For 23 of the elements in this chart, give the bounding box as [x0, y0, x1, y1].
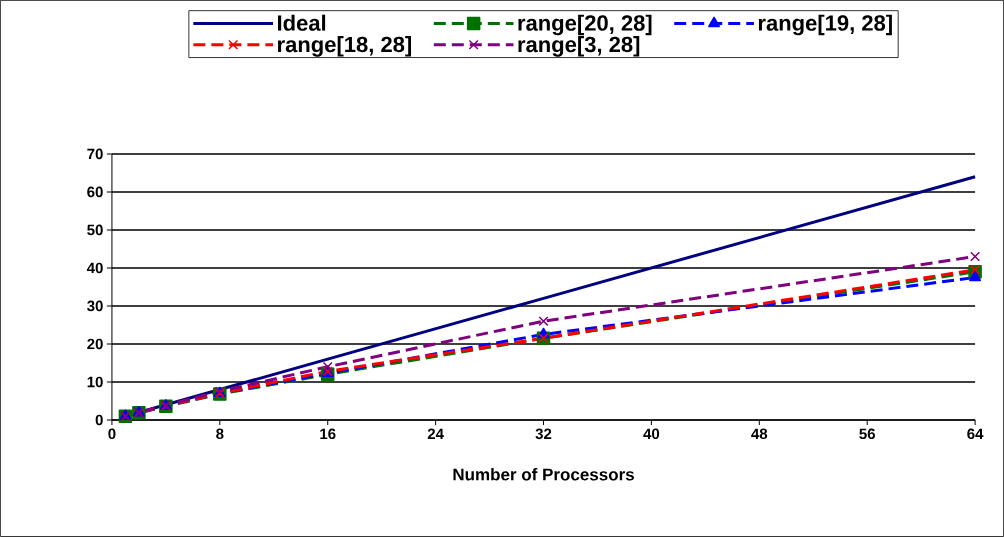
x-tick-label: 32 — [535, 428, 552, 440]
legend-label: Ideal — [278, 14, 326, 31]
legend-label: range[20, 28] — [518, 14, 652, 36]
y-tick-label: 10 — [87, 376, 103, 388]
y-tick-label: 50 — [87, 224, 103, 236]
x-tick-label: 40 — [643, 428, 660, 440]
legend-label: range[18, 28] — [277, 36, 412, 57]
y-tick-label: 70 — [87, 148, 103, 160]
x-axis-title: Number of Processors — [453, 468, 634, 481]
y-tick-label: 30 — [87, 300, 103, 312]
x-tick-label: 48 — [751, 428, 768, 440]
x-tick-label: 16 — [320, 428, 336, 440]
y-tick-label: 20 — [87, 338, 103, 350]
x-tick-label: 24 — [427, 428, 444, 440]
x-tick-label: 64 — [967, 428, 984, 440]
x-tick-label: 8 — [216, 428, 224, 440]
legend-label: range[19, 28] — [758, 14, 892, 36]
y-tick-label: 0 — [95, 414, 103, 426]
x-tick-label: 56 — [859, 428, 875, 440]
legend-label: range[3, 28] — [518, 36, 640, 57]
x-tick-label: 0 — [108, 428, 116, 440]
y-tick-label: 60 — [87, 186, 103, 198]
y-tick-label: 40 — [86, 262, 103, 274]
